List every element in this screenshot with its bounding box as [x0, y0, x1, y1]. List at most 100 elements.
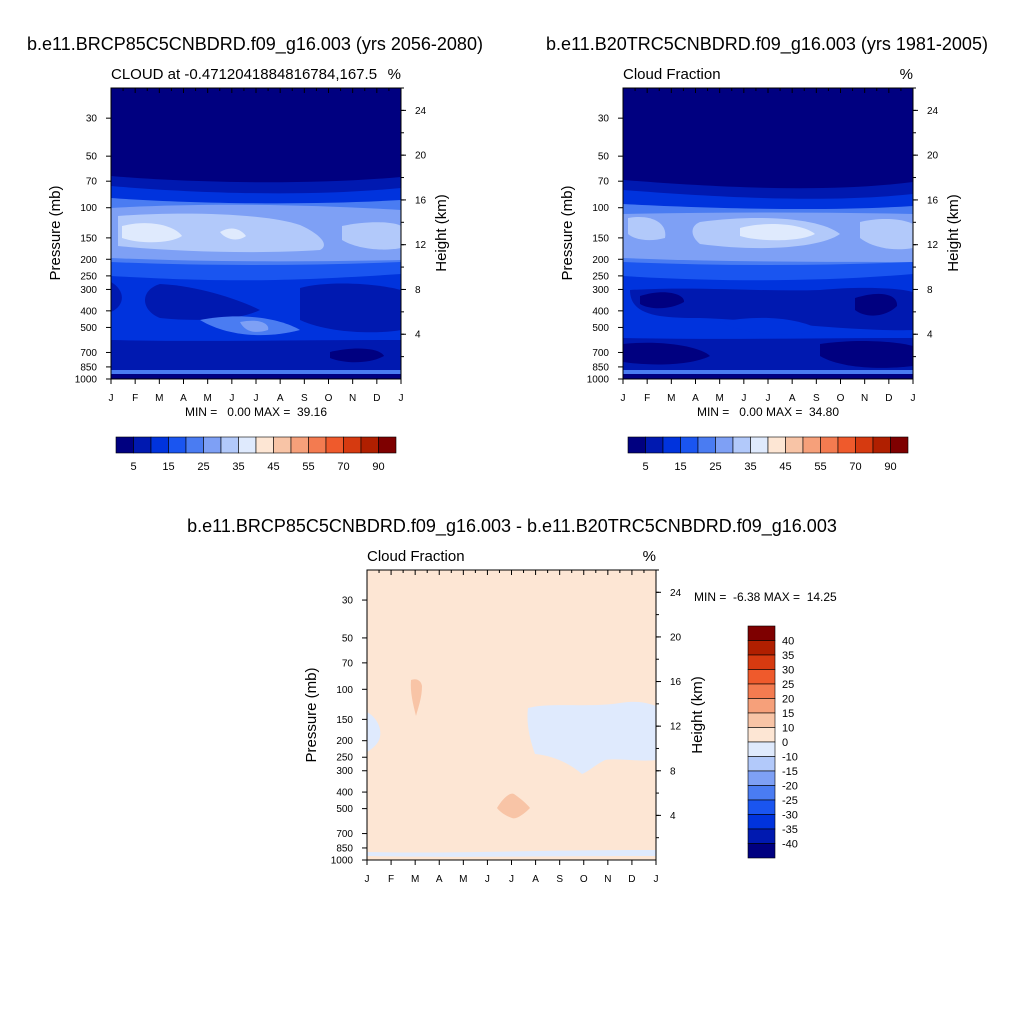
colorbar-box [747, 741, 776, 757]
y-tick-label: 200 [336, 736, 353, 747]
x-tick-label: D [373, 393, 380, 404]
y-tick-label: 70 [342, 658, 354, 669]
x-tick-label: A [436, 874, 443, 885]
x-tick-label: O [325, 393, 333, 404]
panel-c: b.e11.BRCP85C5CNBDRD.f09_g16.003 - b.e11… [187, 516, 837, 885]
panel-c-ylabel-right: Height (km) [689, 676, 706, 754]
panel-a-blob-1 [145, 284, 260, 320]
panel-b-band-150b [628, 216, 666, 241]
panel-c-subtitle-left: Cloud Fraction [367, 548, 465, 565]
colorbar-box [238, 436, 257, 454]
colorbar-box [747, 785, 776, 801]
x-tick-label: O [837, 393, 845, 404]
panel-a-blob-6 [330, 348, 384, 363]
y-tick-label: 50 [598, 152, 610, 163]
colorbar-box [747, 814, 776, 830]
colorbar-label: -20 [782, 781, 798, 793]
x-tick-label: A [692, 393, 699, 404]
y-right-tick-label: 12 [927, 240, 939, 251]
x-tick-label: A [180, 393, 187, 404]
y-right-tick-label: 8 [670, 766, 676, 777]
panel-b-blob-1 [640, 292, 685, 309]
panel-c-neg-right [527, 701, 656, 774]
y-tick-label: 100 [592, 203, 609, 214]
colorbar-box [785, 436, 804, 454]
panel-b-band-surface [623, 370, 913, 374]
y-right-tick-label: 16 [927, 195, 939, 206]
x-tick-label: S [556, 874, 563, 885]
y-tick-label: 100 [80, 203, 97, 214]
y-tick-label: 700 [336, 829, 353, 840]
y-tick-label: 30 [598, 114, 610, 125]
y-tick-label: 1000 [331, 856, 354, 867]
colorbar-label: 55 [814, 461, 826, 473]
panel-c-plot-area [367, 570, 656, 860]
colorbar-box [750, 436, 769, 454]
y-tick-label: 400 [336, 788, 353, 799]
x-tick-label: F [388, 874, 394, 885]
panel-b-ylabel: Pressure (mb) [559, 185, 576, 280]
colorbar-label: 15 [162, 461, 174, 473]
y-tick-label: 250 [592, 271, 609, 282]
y-tick-label: 50 [342, 633, 354, 644]
y-tick-label: 250 [80, 271, 97, 282]
panel-b-band-bottom [623, 374, 913, 379]
colorbar-label: 15 [674, 461, 686, 473]
panel-a-band-150b [342, 222, 401, 250]
x-tick-label: N [349, 393, 356, 404]
y-right-tick-label: 12 [415, 240, 427, 251]
panel-c-neg-bottom [367, 850, 656, 857]
colorbar-label: 10 [782, 723, 794, 735]
x-tick-label: M [667, 393, 675, 404]
colorbar-box [220, 436, 239, 454]
colorbar-label: 15 [782, 708, 794, 720]
x-tick-label: M [203, 393, 211, 404]
colorbar-label: 40 [782, 636, 794, 648]
panel-b-blob-5 [820, 340, 913, 368]
y-tick-label: 300 [80, 285, 97, 296]
colorbar-label: 90 [372, 461, 384, 473]
colorbar-box [747, 683, 776, 699]
x-tick-label: J [654, 874, 659, 885]
x-tick-label: J [254, 393, 259, 404]
colorbar-box [747, 625, 776, 641]
colorbar-box [168, 436, 187, 454]
colorbar-box [255, 436, 274, 454]
x-tick-label: A [277, 393, 284, 404]
y-right-tick-label: 12 [670, 722, 682, 733]
y-tick-label: 150 [80, 233, 97, 244]
panel-c-colorbar: 40 35 30 25 20 15 10 0 -10 -15 -20 -25 -30 -35 -40 [747, 625, 798, 859]
panel-a-title: b.e11.BRCP85C5CNBDRD.f09_g16.003 (yrs 20… [27, 34, 483, 55]
panel-c-ylabel: Pressure (mb) [303, 667, 320, 762]
colorbar-box [802, 436, 821, 454]
panel-a-blob-2 [300, 283, 401, 333]
y-tick-label: 1000 [587, 375, 610, 386]
y-tick-label: 1000 [75, 375, 98, 386]
panel-a-band-surface [111, 370, 401, 374]
colorbar-box [325, 436, 344, 454]
y-tick-label: 70 [598, 177, 610, 188]
panel-a-ylabel-right: Height (km) [433, 194, 450, 272]
colorbar-label: 70 [849, 461, 861, 473]
colorbar-box [890, 436, 909, 454]
y-tick-label: 500 [80, 323, 97, 334]
x-tick-label: J [485, 874, 490, 885]
panel-b-subtitle-right: % [900, 66, 913, 83]
colorbar-box [273, 436, 292, 454]
colorbar-label: -35 [782, 824, 798, 836]
colorbar-label: 25 [197, 461, 209, 473]
panel-b-ylabel-right: Height (km) [945, 194, 962, 272]
y-right-tick-label: 4 [670, 811, 676, 822]
colorbar-box [150, 436, 169, 454]
panel-b-ticks: J F M A M J J A S O N D J 30 50 70 100 150 200 250 300 400 500… [587, 87, 939, 404]
colorbar-label: -40 [782, 839, 798, 851]
y-tick-label: 200 [592, 255, 609, 266]
y-tick-label: 400 [592, 306, 609, 317]
panel-b-minmax: MIN = 0.00 MAX = 34.80 [697, 405, 839, 419]
y-right-tick-label: 4 [415, 330, 421, 341]
colorbar-label: 45 [779, 461, 791, 473]
y-tick-label: 850 [80, 362, 97, 373]
colorbar-label: -30 [782, 810, 798, 822]
panel-a-ticks: J F M A M J J A S O N D J 30 50 70 100 150 200 250 300 400 500… [75, 87, 427, 404]
panel-c-minmax: MIN = -6.38 MAX = 14.25 [694, 590, 837, 604]
